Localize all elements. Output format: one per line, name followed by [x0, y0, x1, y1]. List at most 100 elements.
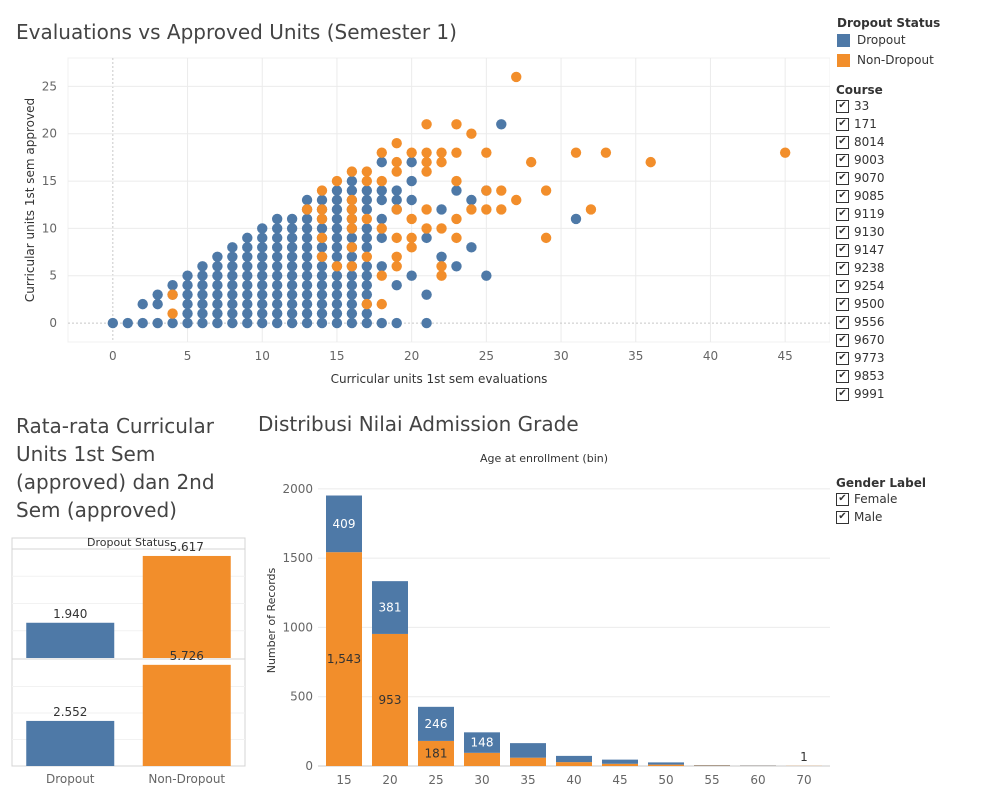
non-dropout-point[interactable]: [421, 166, 432, 177]
course-filter-item[interactable]: ✔ 9853: [836, 367, 986, 385]
dropout-point[interactable]: [286, 298, 298, 310]
non-dropout-point[interactable]: [421, 119, 432, 130]
course-filter-item[interactable]: ✔ 9500: [836, 295, 986, 313]
dropout-point[interactable]: [212, 280, 223, 291]
dropout-point[interactable]: [271, 308, 283, 319]
dropout-point[interactable]: [197, 298, 208, 310]
non-dropout-point[interactable]: [406, 213, 417, 225]
dropout-point[interactable]: [182, 308, 193, 319]
non-dropout-point[interactable]: [376, 147, 387, 158]
dropout-point[interactable]: [271, 213, 283, 225]
checkbox-checked-icon[interactable]: ✔: [836, 135, 849, 149]
hist-bar-dropout[interactable]: [510, 743, 546, 758]
dropout-point[interactable]: [182, 270, 193, 281]
dropout-point[interactable]: [212, 317, 223, 329]
dropout-point[interactable]: [391, 185, 402, 196]
gender-filter-item[interactable]: ✔ Male: [836, 508, 986, 526]
dropout-point[interactable]: [271, 232, 283, 244]
hist-bar-non-dropout[interactable]: [464, 752, 500, 766]
hist-bar-dropout[interactable]: [418, 706, 454, 741]
checkbox-checked-icon[interactable]: ✔: [836, 369, 849, 383]
dropout-point[interactable]: [346, 289, 358, 300]
non-dropout-point[interactable]: [346, 213, 358, 225]
non-dropout-point[interactable]: [496, 204, 507, 215]
non-dropout-point[interactable]: [346, 223, 358, 234]
dropout-point[interactable]: [227, 261, 238, 272]
dropout-point[interactable]: [301, 289, 313, 300]
dropout-point[interactable]: [406, 156, 417, 168]
dropout-point[interactable]: [257, 280, 268, 291]
dropout-point[interactable]: [301, 270, 313, 281]
dropout-point[interactable]: [182, 280, 193, 291]
dropout-point[interactable]: [227, 280, 238, 291]
scatter-chart[interactable]: 0 5 10 15 20 25 30 35 40 45 0 5 10 15 20 25 Curricular u…: [0, 50, 830, 395]
checkbox-checked-icon[interactable]: ✔: [836, 387, 849, 401]
dropout-point[interactable]: [466, 242, 477, 253]
dropout-point[interactable]: [376, 213, 387, 225]
non-dropout-point[interactable]: [421, 147, 432, 158]
dropout-point[interactable]: [361, 308, 373, 319]
gender-filter-item[interactable]: ✔ Female: [836, 490, 986, 508]
dropout-point[interactable]: [301, 261, 313, 272]
dropout-point[interactable]: [316, 308, 328, 319]
dropout-point[interactable]: [316, 242, 328, 253]
dropout-point[interactable]: [242, 308, 253, 319]
dropout-point[interactable]: [257, 308, 268, 319]
dropout-point[interactable]: [391, 194, 402, 206]
dropout-point[interactable]: [242, 251, 253, 262]
dropout-point[interactable]: [331, 308, 343, 319]
checkbox-checked-icon[interactable]: ✔: [836, 207, 849, 221]
dropout-point[interactable]: [271, 223, 283, 234]
non-dropout-point[interactable]: [511, 194, 522, 206]
dropout-point[interactable]: [346, 308, 358, 319]
dropout-point[interactable]: [361, 232, 373, 244]
dropout-point[interactable]: [301, 223, 313, 234]
dropout-point[interactable]: [167, 317, 178, 329]
dropout-point[interactable]: [301, 280, 313, 291]
dropout-point[interactable]: [301, 242, 313, 253]
non-dropout-point[interactable]: [511, 71, 522, 83]
non-dropout-point[interactable]: [361, 251, 373, 262]
dropout-point[interactable]: [182, 289, 193, 300]
hist-bar-non-dropout[interactable]: [326, 552, 362, 766]
dropout-point[interactable]: [242, 317, 253, 329]
course-filter-item[interactable]: ✔ 9670: [836, 331, 986, 349]
dropout-point[interactable]: [286, 317, 298, 329]
dropout-point[interactable]: [406, 194, 417, 206]
dropout-point[interactable]: [361, 242, 373, 253]
hist-bar-dropout[interactable]: [602, 759, 638, 764]
dropout-point[interactable]: [197, 270, 208, 281]
dropout-point[interactable]: [376, 317, 387, 329]
dropout-point[interactable]: [242, 289, 253, 300]
non-dropout-point[interactable]: [346, 194, 358, 206]
non-dropout-point[interactable]: [376, 270, 387, 281]
dropout-point[interactable]: [331, 317, 343, 329]
dropout-point[interactable]: [257, 232, 268, 244]
dropout-point[interactable]: [257, 223, 268, 234]
checkbox-checked-icon[interactable]: ✔: [836, 315, 849, 329]
dropout-point[interactable]: [316, 280, 328, 291]
non-dropout-point[interactable]: [436, 223, 447, 234]
dropout-point[interactable]: [286, 289, 298, 300]
non-dropout-point[interactable]: [436, 156, 447, 168]
dropout-point[interactable]: [122, 317, 133, 329]
non-dropout-point[interactable]: [167, 308, 178, 319]
non-dropout-point[interactable]: [346, 166, 358, 177]
dropout-point[interactable]: [182, 298, 193, 310]
dropout-point[interactable]: [152, 317, 163, 329]
course-filter-item[interactable]: ✔ 9070: [836, 169, 986, 187]
non-dropout-point[interactable]: [645, 156, 656, 168]
checkbox-checked-icon[interactable]: ✔: [836, 492, 849, 506]
dropout-point[interactable]: [271, 298, 283, 310]
non-dropout-point[interactable]: [436, 270, 447, 281]
dropout-point[interactable]: [331, 223, 343, 234]
hist-bar-dropout[interactable]: [648, 762, 684, 765]
dropout-point[interactable]: [212, 289, 223, 300]
dropout-point[interactable]: [316, 298, 328, 310]
non-dropout-point[interactable]: [346, 242, 358, 253]
dropout-point[interactable]: [421, 317, 432, 329]
dropout-point[interactable]: [227, 289, 238, 300]
dropout-point[interactable]: [227, 251, 238, 262]
checkbox-checked-icon[interactable]: ✔: [836, 153, 849, 167]
avg-bar-non-dropout[interactable]: [142, 664, 231, 766]
